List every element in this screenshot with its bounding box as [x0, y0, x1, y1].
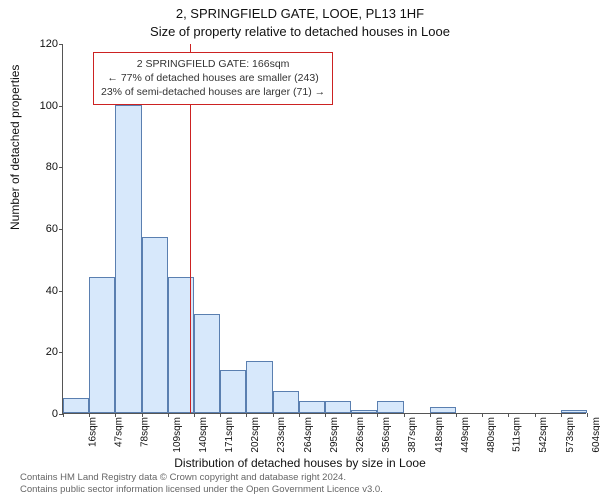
x-tick-mark — [325, 413, 326, 417]
x-tick-mark — [587, 413, 588, 417]
x-tick-mark — [299, 413, 300, 417]
histogram-bar — [351, 410, 377, 413]
legend-line1: 2 SPRINGFIELD GATE: 166sqm — [101, 57, 325, 71]
x-tick-mark — [63, 413, 64, 417]
x-tick-mark — [482, 413, 483, 417]
x-tick-label: 78sqm — [140, 417, 151, 447]
x-tick-mark — [168, 413, 169, 417]
histogram-bar — [89, 277, 115, 413]
histogram-bar — [325, 401, 351, 413]
x-tick-mark — [220, 413, 221, 417]
x-tick-label: 387sqm — [407, 417, 418, 453]
x-tick-mark — [404, 413, 405, 417]
x-tick-mark — [273, 413, 274, 417]
x-tick-mark — [246, 413, 247, 417]
footer: Contains HM Land Registry data © Crown c… — [20, 472, 580, 496]
footer-line2: Contains public sector information licen… — [20, 484, 580, 496]
x-axis-label: Distribution of detached houses by size … — [0, 456, 600, 470]
title-line1: 2, SPRINGFIELD GATE, LOOE, PL13 1HF — [0, 6, 600, 21]
histogram-bar — [273, 391, 299, 413]
histogram-bar — [561, 410, 587, 413]
x-tick-label: 140sqm — [198, 417, 209, 453]
histogram-bar — [142, 237, 168, 413]
x-tick-label: 109sqm — [172, 417, 183, 453]
legend-line3: 23% of semi-detached houses are larger (… — [101, 85, 325, 99]
x-tick-label: 171sqm — [224, 417, 235, 453]
chart-container: 2, SPRINGFIELD GATE, LOOE, PL13 1HF Size… — [0, 0, 600, 500]
x-tick-mark — [508, 413, 509, 417]
x-tick-label: 233sqm — [276, 417, 287, 453]
histogram-bar — [115, 105, 141, 413]
y-tick-mark — [59, 167, 63, 168]
histogram-bar — [194, 314, 220, 413]
histogram-bar — [246, 361, 272, 413]
x-tick-label: 573sqm — [565, 417, 576, 453]
footer-line1: Contains HM Land Registry data © Crown c… — [20, 472, 580, 484]
histogram-bar — [63, 398, 89, 413]
x-tick-mark — [115, 413, 116, 417]
y-tick-mark — [59, 44, 63, 45]
x-tick-mark — [142, 413, 143, 417]
x-tick-label: 264sqm — [303, 417, 314, 453]
y-axis-label: Number of detached properties — [8, 65, 22, 230]
y-tick-mark — [59, 229, 63, 230]
x-tick-mark — [194, 413, 195, 417]
histogram-bar — [299, 401, 325, 413]
x-tick-mark — [89, 413, 90, 417]
histogram-bar — [220, 370, 246, 413]
y-tick-mark — [59, 291, 63, 292]
x-tick-label: 16sqm — [88, 417, 99, 447]
y-tick-mark — [59, 106, 63, 107]
x-tick-label: 356sqm — [381, 417, 392, 453]
x-tick-label: 511sqm — [512, 417, 523, 452]
x-tick-label: 418sqm — [434, 417, 445, 453]
histogram-bar — [430, 407, 456, 413]
x-tick-label: 480sqm — [486, 417, 497, 453]
x-tick-label: 449sqm — [460, 417, 471, 453]
x-tick-mark — [456, 413, 457, 417]
x-tick-label: 202sqm — [250, 417, 261, 453]
legend-box: 2 SPRINGFIELD GATE: 166sqm ← 77% of deta… — [93, 52, 333, 105]
x-tick-label: 295sqm — [329, 417, 340, 453]
plot-area: 02040608010012016sqm47sqm78sqm109sqm140s… — [62, 44, 586, 414]
x-tick-mark — [377, 413, 378, 417]
x-tick-label: 604sqm — [591, 417, 600, 453]
x-tick-label: 542sqm — [538, 417, 549, 453]
x-tick-mark — [430, 413, 431, 417]
x-tick-label: 47sqm — [114, 417, 125, 447]
title-line2: Size of property relative to detached ho… — [0, 24, 600, 39]
y-tick-mark — [59, 352, 63, 353]
x-tick-mark — [561, 413, 562, 417]
legend-line2: ← 77% of detached houses are smaller (24… — [101, 71, 325, 85]
x-tick-mark — [535, 413, 536, 417]
x-tick-mark — [351, 413, 352, 417]
histogram-bar — [377, 401, 403, 413]
x-tick-label: 326sqm — [355, 417, 366, 453]
